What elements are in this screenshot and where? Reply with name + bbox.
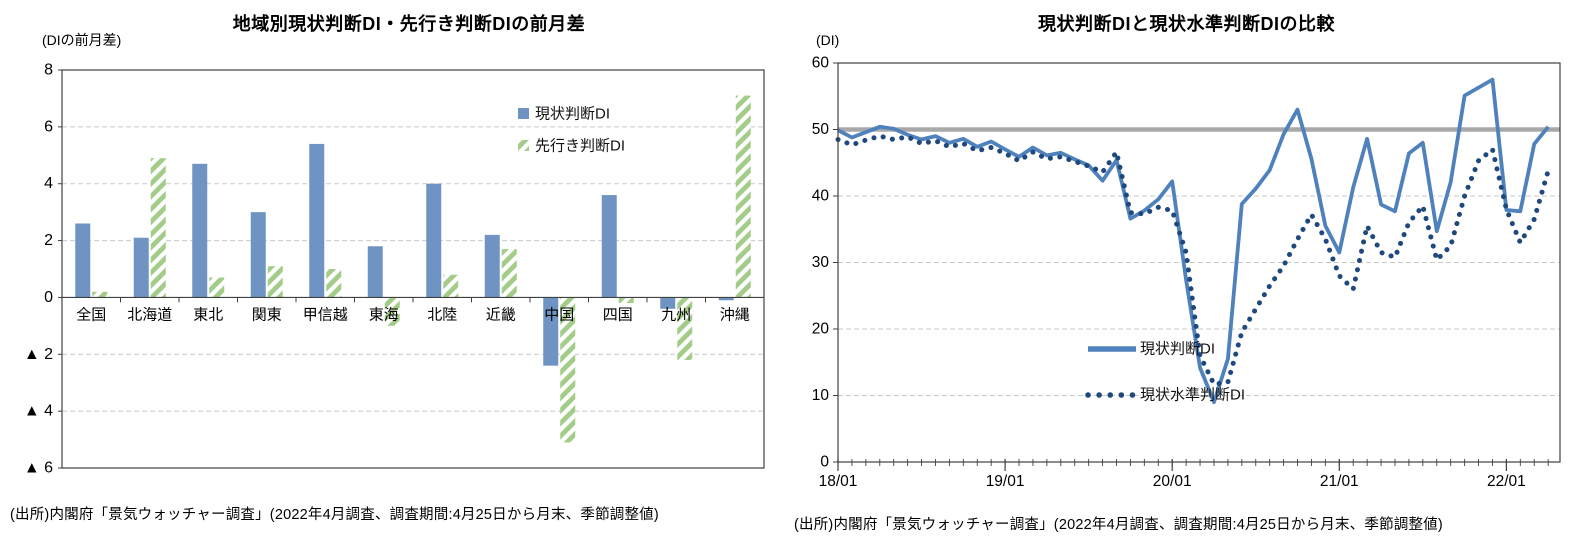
line-chart-plot: 0 10 20 30 40 50 60 18/01 19/01 20/01 21/01 22/01 現状… [812,55,1561,490]
bar-s1-c2 [209,277,225,298]
left-chart-title: 地域別現状判断DI・先行き判断DIの前月差 [232,14,586,34]
bar-s0-c0 [75,223,91,298]
y-tick-label: 6 [44,118,53,135]
category-label: 甲信越 [303,306,348,323]
legend-label-0: 現状判断DI [1140,341,1215,358]
y-tick-label: 30 [812,254,830,271]
y-tick-label: 0 [820,454,829,471]
line-gridlines [838,195,1560,396]
bar-s0-c3 [250,212,266,298]
bar-s1-c1 [150,158,166,298]
legend-label-1: 先行き判断DI [535,138,625,155]
bar-s1-c10 [677,297,693,360]
y-tick-label: 8 [44,62,53,79]
bar-s0-c1 [133,237,149,298]
bar-legend: 現状判断DI 先行き判断DI [518,106,625,155]
x-tick-label: 19/01 [986,473,1025,490]
line-x-axis: 18/01 19/01 20/01 21/01 22/01 [819,459,1549,490]
category-label: 近畿 [486,306,516,323]
y-tick-label: ▲ 4 [24,403,53,420]
category-label: 東海 [369,306,399,323]
line-y-axis: 0 10 20 30 40 50 60 [812,55,838,471]
line-legend: 現状判断DI 現状水準判断DI [1085,341,1245,404]
bar-s0-c9 [601,195,617,298]
legend-marker-0 [518,108,529,119]
bar-s1-c0 [92,291,108,298]
x-tick-label: 20/01 [1153,473,1192,490]
bar-x-axis: 全国 北海道 東北 関東 甲信越 東海 北陸 近畿 中国 四国 九州 沖縄 [61,297,765,323]
line-series-1 [835,133,1551,387]
y-tick-label: 50 [812,121,830,138]
y-tick-label: 10 [812,387,830,404]
left-source-note: (出所)内閣府「景気ウォッチャー調査」(2022年4月調査、調査期間:4月25日… [10,506,659,523]
x-tick-label: 18/01 [819,473,858,490]
bar-s1-c11 [735,95,751,298]
bar-series-1 [92,95,751,443]
legend-marker-1 [518,140,529,151]
right-chart-title: 現状判断DIと現状水準判断DIの比較 [1038,14,1335,34]
left-y-axis-unit-label: (DIの前月差) [42,32,122,48]
bar-s0-c6 [426,183,442,298]
y-tick-label: 20 [812,321,830,338]
bar-s0-c8 [543,297,559,366]
category-label: 沖縄 [720,306,750,323]
bar-s1-c6 [443,274,459,298]
category-label: 関東 [252,306,282,323]
bar-gridlines [62,126,764,412]
y-tick-label: ▲ 6 [24,460,53,477]
bar-chart-figure: (DIの前月差) 地域別現状判断DI・先行き判断DIの前月差 8 6 4 2 0 ▲ 2 ▲… [6,0,772,549]
x-tick-label: 22/01 [1487,473,1526,490]
plot-border [61,69,765,469]
bar-chart-plot: 8 6 4 2 0 ▲ 2 ▲ 4 ▲ 6 全国 北海道 東北 関東 甲信越 東海 北陸 近畿 中国 四国 九州 沖縄… [24,62,765,477]
bar-y-axis: 8 6 4 2 0 ▲ 2 ▲ 4 ▲ 6 [24,62,62,477]
legend-label-0: 現状判断DI [535,106,610,123]
bar-series-0 [75,143,734,366]
bar-s1-c3 [267,266,283,298]
right-source-note: (出所)内閣府「景気ウォッチャー調査」(2022年4月調査、調査期間:4月25日… [794,516,1443,533]
category-label: 北陸 [427,306,457,323]
x-tick-label: 21/01 [1320,473,1359,490]
bar-s0-c11 [718,297,734,301]
y-tick-label: ▲ 2 [24,346,53,363]
bar-s0-c5 [367,246,383,298]
bar-s1-c7 [501,249,517,298]
y-tick-label: 2 [44,232,53,249]
category-label: 全国 [76,305,106,323]
y-tick-label: 4 [44,175,53,192]
line-series-0 [837,77,1550,405]
y-tick-label: 40 [812,188,830,205]
bar-s1-c4 [326,269,342,298]
bar-s1-c8 [560,297,576,443]
y-tick-label: 60 [812,55,830,72]
line-chart-figure: (DI) 現状判断DIと現状水準判断DIの比較 0 10 20 30 40 50 60 18/… [790,0,1583,549]
category-label: 中国 [544,306,574,323]
category-label: 東北 [193,306,223,323]
bar-s0-c7 [484,234,500,298]
y-tick-label: 0 [44,289,53,306]
category-label: 四国 [603,306,633,323]
right-y-axis-unit-label: (DI) [816,32,840,48]
bar-s0-c2 [192,163,208,298]
bar-s1-c9 [618,297,634,304]
legend-label-1: 現状水準判断DI [1140,387,1245,404]
category-label: 北海道 [127,306,172,323]
bar-s1-c5 [384,297,400,326]
bar-s0-c4 [309,143,325,298]
bar-s0-c10 [660,297,676,309]
category-label: 九州 [661,306,691,323]
